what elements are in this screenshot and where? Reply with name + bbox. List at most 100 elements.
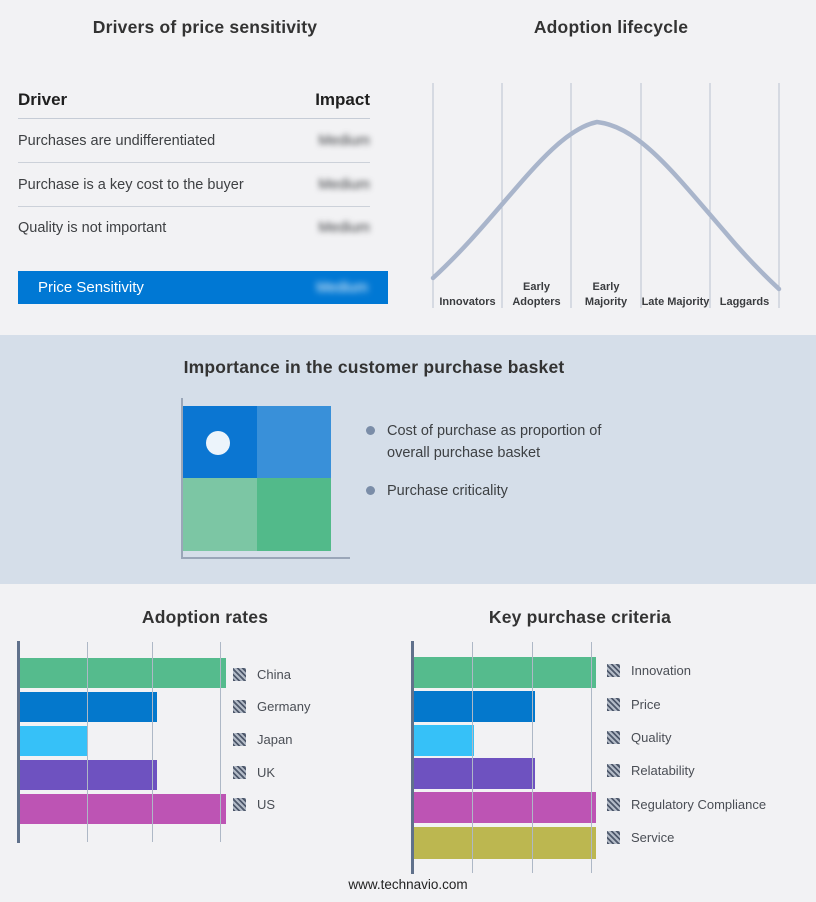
quadrant-x-axis — [181, 557, 350, 559]
table-row: Quality is not important Medium — [18, 207, 370, 249]
legend-label: China — [257, 666, 291, 682]
bar-service — [413, 827, 596, 859]
legend-label: Relatability — [631, 763, 695, 779]
hatch-swatch-icon — [607, 764, 620, 778]
hatch-swatch-icon — [607, 831, 620, 845]
bar-innovation — [413, 657, 596, 688]
price-sensitivity-highlight-row: Price Sensitivity Medium — [18, 271, 388, 304]
table-row: Purchases are undifferentiated Medium — [18, 119, 370, 163]
hatch-swatch-icon — [233, 732, 246, 746]
legend-item: Service — [607, 821, 766, 854]
bar-price — [413, 691, 535, 722]
quadrant-bottom-left — [183, 478, 257, 551]
stage-label-innovators: Innovators — [439, 296, 496, 309]
lifecycle-chart: Innovators Early Adopters Early Majority… — [425, 80, 785, 312]
legend-item: Innovation — [607, 654, 766, 687]
lifecycle-panel-title: Adoption lifecycle — [533, 17, 689, 37]
legend-label: Quality — [631, 729, 672, 745]
bar-relatability — [413, 758, 535, 789]
hatch-swatch-icon — [233, 798, 246, 812]
legend-label: Germany — [257, 699, 311, 715]
quadrant-bottom-right — [257, 478, 331, 551]
legend-label: UK — [257, 764, 276, 780]
impact-column-header: Impact — [315, 90, 370, 109]
legend-item: Relatability — [607, 754, 766, 787]
adoption-rates-chart — [17, 641, 226, 843]
highlight-impact-cell: Medium — [316, 279, 368, 296]
legend-item: Regulatory Compliance — [607, 788, 766, 821]
driver-cell: Purchases are undifferentiated — [18, 132, 216, 149]
bullet-text: Purchase criticality — [387, 483, 508, 499]
bar-us — [19, 794, 226, 824]
stage-label-laggards: Laggards — [719, 296, 770, 309]
chart-y-axis — [411, 641, 414, 874]
legend-label: Regulatory Compliance — [631, 796, 767, 812]
basket-title: Importance in the customer purchase bask… — [183, 357, 565, 377]
bar-china — [19, 658, 226, 688]
hatch-swatch-icon — [607, 697, 620, 711]
gridline — [220, 642, 221, 842]
hatch-swatch-icon — [233, 765, 246, 779]
drivers-table-header: Driver Impact — [18, 90, 370, 119]
position-marker-dot — [206, 431, 230, 455]
driver-column-header: Driver — [18, 90, 68, 109]
hatch-swatch-icon — [233, 700, 246, 714]
legend-item: Japan — [233, 723, 310, 756]
bullet-item: Purchase criticality — [366, 480, 628, 502]
purchase-criteria-title: Key purchase criteria — [488, 607, 672, 627]
impact-cell: Medium — [318, 176, 370, 193]
chart-y-axis — [17, 641, 20, 843]
drivers-table: Driver Impact Purchases are undifferenti… — [18, 90, 370, 249]
bullet-icon — [366, 426, 375, 435]
gridline — [591, 642, 592, 873]
legend-item: Germany — [233, 691, 310, 724]
quadrant-y-axis — [181, 398, 183, 559]
purchase-criteria-legend: Innovation Price Quality Relatability Re… — [607, 654, 766, 854]
driver-cell: Purchase is a key cost to the buyer — [18, 176, 244, 193]
impact-cell: Medium — [318, 132, 370, 149]
legend-label: Innovation — [631, 663, 691, 679]
legend-label: Japan — [257, 731, 293, 747]
legend-item: China — [233, 658, 310, 691]
gridline — [472, 642, 473, 873]
adoption-rates-legend: China Germany Japan UK US — [233, 658, 310, 821]
bullet-text: Cost of purchase as proportion of overal… — [387, 423, 602, 462]
stage-label-early-adopters: Early Adopters — [512, 281, 561, 309]
legend-label: Price — [631, 696, 661, 712]
hatch-swatch-icon — [607, 797, 620, 811]
legend-item: UK — [233, 756, 310, 789]
bar-regulatory-compliance — [413, 792, 596, 823]
highlight-driver-cell: Price Sensitivity — [38, 279, 144, 296]
legend-label: US — [257, 797, 276, 813]
bar-germany — [19, 692, 157, 722]
table-row: Purchase is a key cost to the buyer Medi… — [18, 163, 370, 207]
website-url: www.technavio.com — [348, 877, 468, 892]
lifecycle-bell-curve-svg — [430, 83, 782, 308]
quadrant-top-right — [257, 406, 331, 478]
hatch-swatch-icon — [607, 664, 620, 678]
stage-label-early-majority: Early Majority — [584, 281, 628, 309]
purchase-criteria-chart — [411, 641, 596, 874]
bell-curve-path — [430, 119, 782, 292]
adoption-rates-title: Adoption rates — [141, 607, 269, 627]
bullet-icon — [366, 486, 375, 495]
hatch-swatch-icon — [607, 730, 620, 744]
gridline — [87, 642, 88, 842]
gridline — [152, 642, 153, 842]
legend-item: US — [233, 788, 310, 821]
stage-label-late-majority: Late Majority — [641, 296, 710, 309]
driver-cell: Quality is not important — [18, 220, 167, 236]
bullet-item: Cost of purchase as proportion of overal… — [366, 420, 628, 465]
bar-japan — [19, 726, 89, 756]
legend-item: Price — [607, 687, 766, 720]
gridline — [532, 642, 533, 873]
impact-cell: Medium — [318, 220, 370, 236]
legend-label: Service — [631, 830, 675, 846]
bar-uk — [19, 760, 157, 790]
legend-item: Quality — [607, 721, 766, 754]
purchase-basket-band: Importance in the customer purchase bask… — [0, 335, 816, 584]
drivers-panel-title: Drivers of price sensitivity — [92, 17, 318, 37]
hatch-swatch-icon — [233, 667, 246, 681]
bar-quality — [413, 725, 475, 756]
